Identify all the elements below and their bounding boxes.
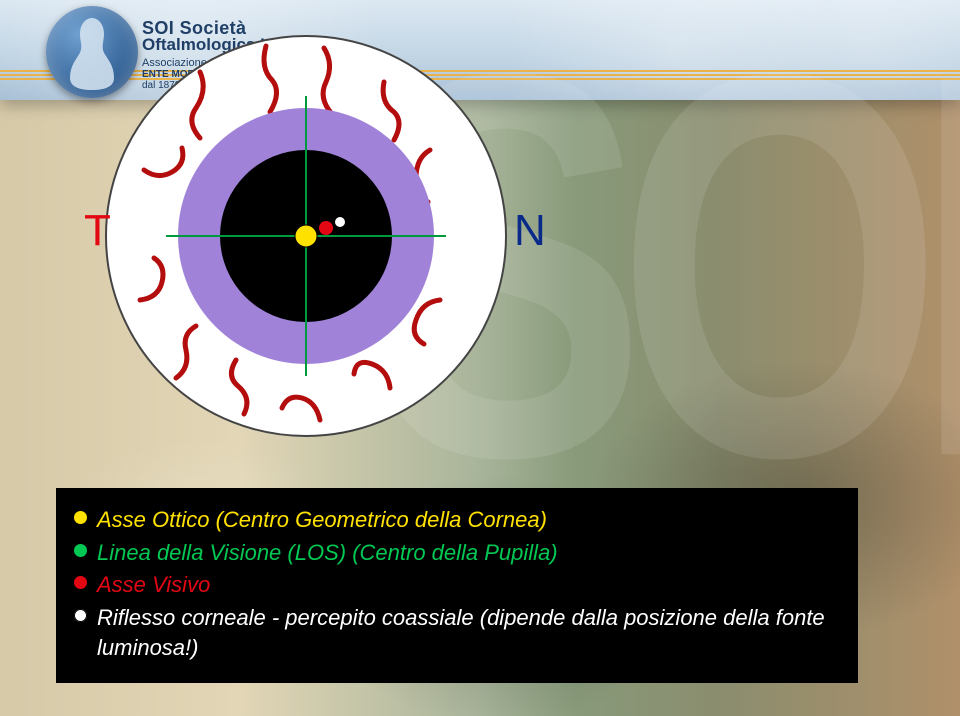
- legend-dot-icon: [74, 511, 87, 524]
- legend-item: Linea della Visione (LOS) (Centro della …: [74, 538, 840, 568]
- legend-item: Asse Ottico (Centro Geometrico della Cor…: [74, 505, 840, 535]
- legend-item: Riflesso corneale - percepito coassiale …: [74, 603, 840, 662]
- legend-text: Asse Ottico (Centro Geometrico della Cor…: [97, 505, 547, 535]
- legend-dot-icon: [74, 609, 87, 622]
- temporal-label: T: [84, 206, 111, 256]
- legend-text: Riflesso corneale - percepito coassiale …: [97, 603, 840, 662]
- legend-box: Asse Ottico (Centro Geometrico della Cor…: [56, 488, 858, 683]
- nasal-label: N: [514, 206, 546, 256]
- legend-dot-icon: [74, 576, 87, 589]
- legend-dot-icon: [74, 544, 87, 557]
- legend-text: Linea della Visione (LOS) (Centro della …: [97, 538, 558, 568]
- legend-item: Asse Visivo: [74, 570, 840, 600]
- legend-text: Asse Visivo: [97, 570, 210, 600]
- eye-diagram: [0, 0, 960, 500]
